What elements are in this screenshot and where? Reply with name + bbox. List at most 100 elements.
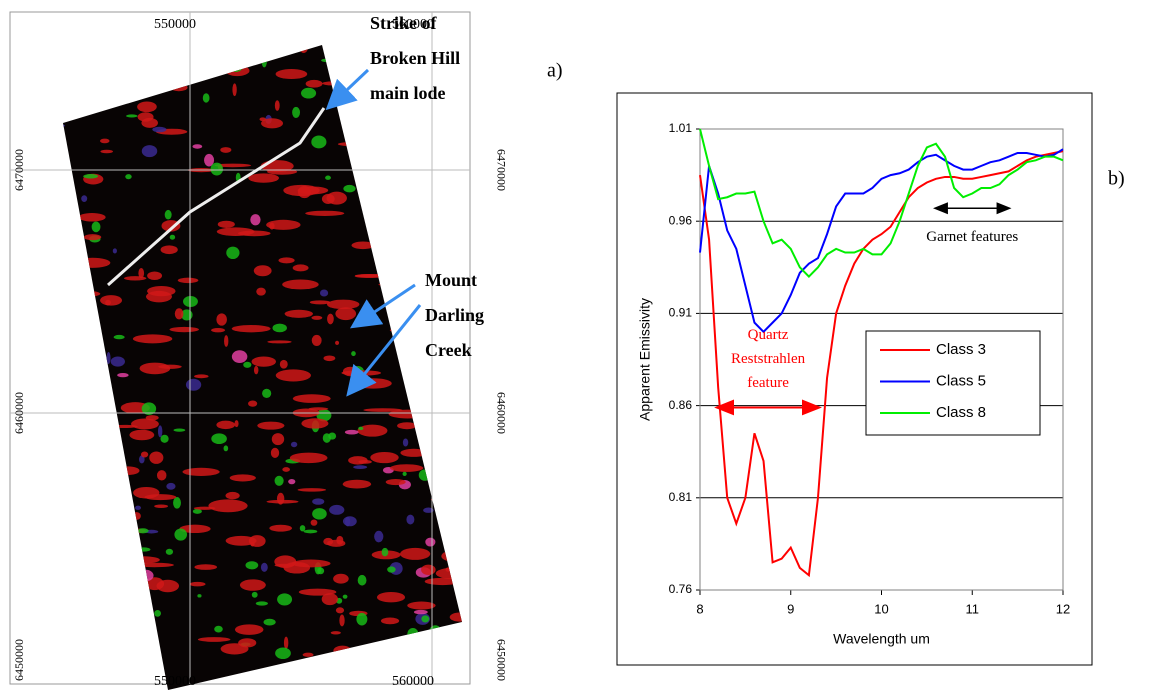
texture-spot (173, 428, 186, 432)
texture-spot (363, 408, 403, 412)
annotation: Garnet features (926, 229, 1018, 245)
texture-spot (173, 497, 181, 509)
texture-spot (156, 470, 167, 481)
texture-spot (274, 563, 295, 567)
texture-spot (225, 535, 257, 546)
texture-spot (266, 499, 299, 504)
texture-spot (243, 361, 252, 368)
texture-spot (291, 559, 331, 568)
texture-spot (309, 300, 331, 305)
texture-spot (179, 524, 211, 534)
texture-spot (333, 573, 349, 584)
texture-spot (126, 114, 138, 118)
texture-spot (147, 271, 163, 281)
texture-spot (274, 475, 284, 486)
texture-spot (251, 356, 276, 367)
texture-spot (248, 535, 266, 547)
texture-spot (174, 528, 188, 541)
series-line (699, 148, 1064, 334)
texture-spot (407, 601, 436, 610)
texture-spot (353, 465, 368, 469)
texture-spot (311, 334, 322, 347)
x-tick-label: 10 (874, 601, 888, 616)
y-tick-label: 1.01 (669, 121, 693, 135)
texture-spot (290, 441, 298, 448)
texture-spot (147, 286, 176, 297)
texture-spot (125, 174, 132, 180)
x-tick-label: 8 (696, 601, 703, 616)
texture-spot (421, 564, 436, 575)
legend-label: Class 8 (936, 404, 986, 421)
texture-spot (292, 264, 309, 272)
texture-spot (261, 118, 284, 129)
texture-spot (160, 245, 178, 255)
texture-spot (239, 579, 266, 591)
texture-spot (381, 547, 389, 557)
texture-spot (231, 324, 271, 333)
texture-spot (214, 625, 223, 633)
texture-spot (211, 433, 227, 445)
texture-spot (154, 609, 162, 617)
map-annotation: main lode (370, 83, 446, 103)
annotation: Reststrahlen (731, 351, 806, 367)
texture-spot (423, 507, 434, 513)
y-axis-label: Apparent Emissivity (637, 298, 653, 421)
texture-spot (288, 478, 296, 485)
map-annotation: Creek (425, 340, 472, 360)
image-strip (63, 45, 462, 690)
texture-spot (214, 163, 252, 168)
texture-spot (402, 471, 407, 477)
texture-spot (402, 438, 409, 447)
texture-spot (312, 508, 327, 520)
texture-spot (323, 537, 334, 546)
y-tick-label: 0.76 (669, 582, 693, 596)
y-tick-label: 0.86 (669, 398, 693, 412)
texture-spot (216, 420, 236, 430)
texture-spot (283, 636, 289, 650)
texture-spot (137, 528, 149, 534)
texture-spot (192, 508, 202, 514)
texture-spot (177, 277, 199, 284)
texture-spot (194, 564, 217, 570)
texture-spot (275, 69, 308, 80)
texture-spot (110, 356, 125, 367)
texture-spot (282, 279, 319, 290)
map-y-tick-label: 6450000 (12, 639, 26, 681)
legend-label: Class 3 (936, 341, 986, 358)
texture-spot (210, 162, 224, 176)
map-annotation: Strike of (370, 13, 437, 33)
image-texture (63, 45, 462, 690)
texture-spot (299, 525, 306, 532)
texture-spot (308, 407, 329, 411)
texture-spot (216, 313, 227, 326)
texture-spot (270, 447, 280, 459)
x-tick-label: 12 (1056, 601, 1070, 616)
texture-spot (305, 79, 323, 88)
texture-spot (208, 499, 248, 513)
arrow (346, 304, 422, 397)
texture-spot (319, 289, 329, 297)
texture-spot (351, 351, 356, 357)
texture-spot (255, 601, 268, 606)
texture-spot (292, 394, 331, 403)
texture-spot (131, 418, 159, 430)
y-tick-label: 0.96 (669, 213, 693, 227)
texture-spot (166, 482, 176, 490)
texture-spot (356, 612, 368, 626)
texture-spot (232, 83, 237, 97)
texture-spot (149, 451, 164, 464)
x-tick-label: 9 (787, 601, 794, 616)
texture-spot (267, 340, 292, 344)
texture-spot (376, 591, 406, 603)
texture-spot (211, 327, 226, 333)
legend-label: Class 5 (936, 372, 986, 389)
texture-spot (253, 365, 259, 375)
lode-line (107, 107, 326, 287)
texture-spot (449, 612, 462, 622)
texture-spot (138, 268, 145, 279)
texture-spot (385, 478, 406, 486)
texture-spot (289, 452, 328, 464)
texture-spot (248, 400, 258, 407)
texture-spot (357, 574, 367, 586)
texture-spot (327, 313, 334, 325)
